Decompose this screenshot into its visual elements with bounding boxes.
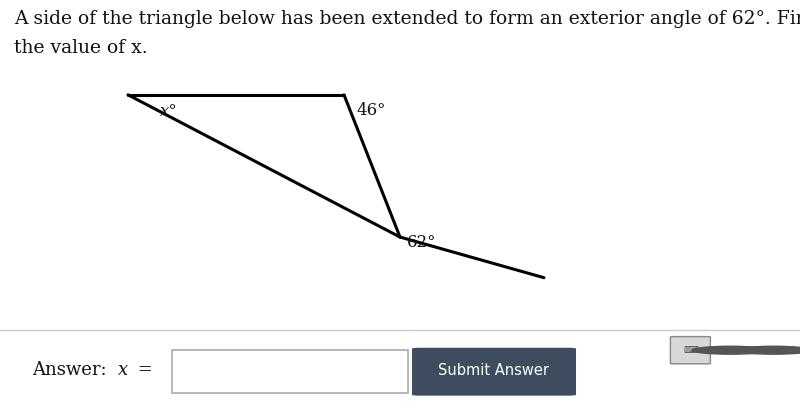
Circle shape — [735, 346, 800, 354]
Text: 46°: 46° — [356, 102, 386, 119]
Text: x°: x° — [160, 103, 178, 120]
Circle shape — [692, 346, 769, 354]
Bar — [172, 350, 408, 393]
Text: x: x — [118, 361, 129, 379]
Text: ⌨: ⌨ — [683, 345, 698, 355]
Text: +: + — [723, 341, 738, 359]
Text: A side of the triangle below has been extended to form an exterior angle of 62°.: A side of the triangle below has been ex… — [14, 10, 800, 28]
Text: =: = — [132, 361, 153, 379]
FancyBboxPatch shape — [412, 348, 576, 396]
Text: Answer:: Answer: — [32, 361, 118, 379]
Text: 62°: 62° — [406, 234, 436, 251]
Text: the value of x.: the value of x. — [14, 39, 148, 57]
FancyBboxPatch shape — [670, 337, 710, 364]
Text: Submit Answer: Submit Answer — [438, 363, 549, 377]
Text: −: − — [766, 339, 781, 358]
